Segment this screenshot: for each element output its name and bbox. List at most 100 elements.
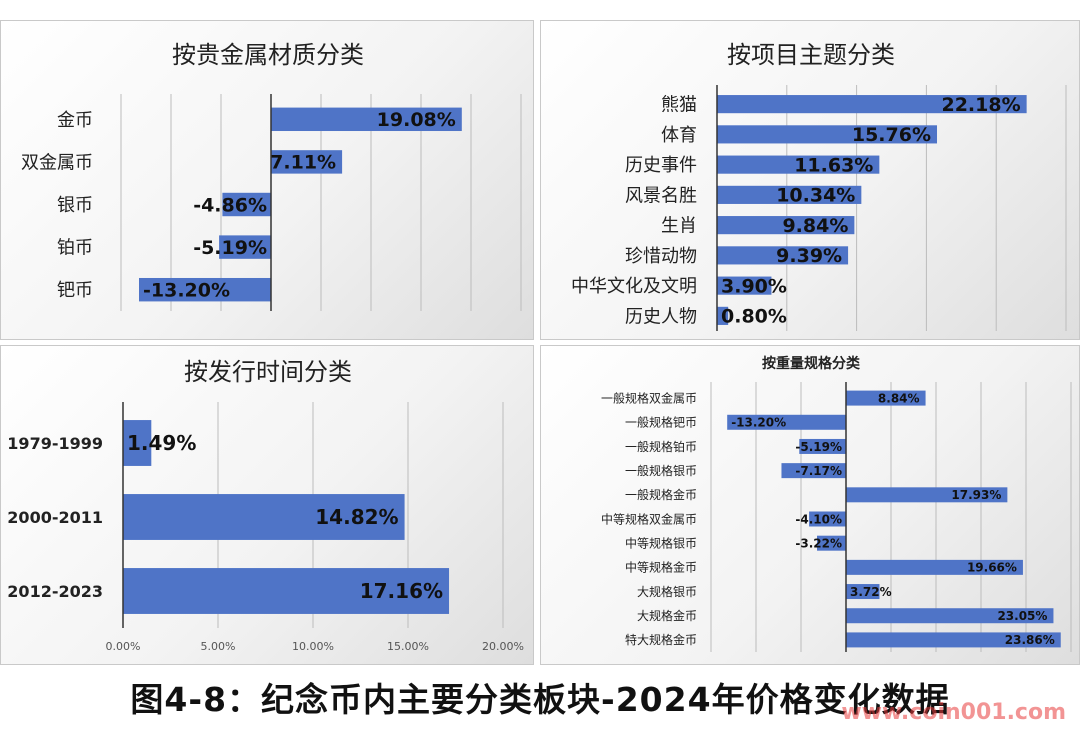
bar [846, 487, 1008, 503]
data-label: 11.63% [794, 154, 873, 176]
data-label: -3.22% [795, 537, 842, 551]
category-label: 中等规格双金属币 [601, 511, 697, 526]
bar [123, 568, 450, 614]
x-tick-label: 5.00% [201, 640, 236, 653]
bar [717, 306, 729, 325]
category-label: 中等规格金币 [625, 560, 697, 575]
data-label: 9.84% [782, 215, 848, 237]
category-label: 中等规格银币 [625, 536, 697, 551]
category-label: 1979-1999 [7, 434, 103, 453]
bar [271, 150, 343, 174]
bar [219, 235, 271, 259]
category-label: 大规格金币 [637, 608, 697, 623]
data-label: -7.17% [795, 464, 842, 478]
bar [717, 155, 880, 174]
issue-time-chart-svg: 按发行时间分类 0.00% 5.00% 10.00% 15.00% 20.00% 1979-… [7, 358, 524, 653]
data-label: 17.93% [951, 488, 1001, 502]
category-label: 一般规格铂币 [625, 439, 697, 454]
bar [271, 107, 462, 132]
bar [123, 494, 405, 540]
bar [717, 276, 772, 295]
category-label: 一般规格银币 [625, 463, 697, 478]
data-label: 9.39% [776, 245, 842, 267]
chart-title: 按贵金属材质分类 [172, 41, 364, 69]
figure-caption: 图4-8：纪念币内主要分类板块-2024年价格变化数据 [130, 680, 950, 719]
data-label: 8.84% [878, 391, 920, 405]
bar [717, 95, 1027, 114]
data-label: 23.86% [1005, 633, 1055, 647]
bar [781, 463, 846, 479]
data-label: 10.34% [776, 185, 855, 207]
category-label: 风景名胜 [625, 185, 697, 206]
category-label: 铂币 [57, 238, 93, 259]
category-label: 一般规格双金属币 [601, 390, 697, 405]
x-tick-label: 0.00% [106, 640, 141, 653]
category-label: 银币 [57, 195, 93, 216]
x-tick-label: 15.00% [387, 640, 429, 653]
bar [717, 216, 855, 235]
bar [139, 277, 271, 302]
x-tick-label: 20.00% [482, 640, 524, 653]
data-label: 15.76% [852, 124, 931, 146]
category-label: 中华文化及文明 [571, 276, 697, 297]
data-label: 14.82% [315, 505, 398, 529]
data-label: -4.10% [795, 512, 842, 526]
category-label: 历史人物 [625, 306, 697, 327]
chart-panel-weight: 按重量规格分类一般规格双金属币 8.84% 一般规格钯币 -13.20% 一般规格铂币 -… [540, 345, 1080, 665]
chart-panel-issue-time: 按发行时间分类 0.00% 5.00% 10.00% 15.00% 20.00% 1979-… [0, 345, 534, 665]
chart-panel-theme: 按项目主题分类熊猫 22.18% 体育 15.76% 历史事件 11.63% 风景名胜 10.… [540, 20, 1080, 340]
data-label: -13.20% [143, 280, 230, 302]
data-label: -13.20% [731, 416, 786, 430]
category-label: 2012-2023 [7, 582, 103, 601]
category-label: 历史事件 [625, 155, 697, 176]
category-label: 体育 [661, 125, 697, 146]
data-label: -5.19% [795, 440, 842, 454]
category-label: 2000-2011 [7, 508, 103, 527]
data-label: -4.86% [193, 194, 267, 216]
data-label: 0.80% [721, 306, 787, 328]
bar [846, 390, 926, 406]
category-label: 金币 [57, 110, 93, 131]
data-label: 3.90% [721, 275, 787, 297]
data-label: 1.49% [127, 431, 196, 455]
bar [809, 511, 846, 527]
bar [817, 535, 846, 551]
watermark: www.coin001.com [841, 700, 1066, 725]
chart-title: 按项目主题分类 [727, 41, 895, 69]
chart-title: 按重量规格分类 [762, 355, 861, 372]
data-label: 19.08% [377, 109, 456, 131]
bar [717, 246, 849, 265]
category-label: 特大规格金币 [625, 632, 697, 647]
data-label: 17.16% [360, 579, 443, 603]
data-label: -5.19% [193, 237, 267, 259]
category-label: 双金属币 [21, 152, 93, 173]
category-label: 一般规格金币 [625, 487, 697, 502]
bar [123, 420, 152, 466]
bar [846, 632, 1061, 648]
category-label: 生肖 [661, 216, 697, 237]
bar [846, 584, 880, 600]
chart-title: 按发行时间分类 [184, 358, 352, 386]
bar [727, 414, 846, 430]
bar [717, 185, 862, 204]
category-label: 钯币 [57, 280, 93, 301]
data-label: 22.18% [941, 94, 1020, 116]
bar [717, 125, 938, 144]
category-label: 一般规格钯币 [625, 415, 697, 430]
data-label: 19.66% [967, 561, 1017, 575]
category-label: 大规格银币 [637, 584, 697, 599]
bar [846, 559, 1023, 575]
x-tick-label: 10.00% [292, 640, 334, 653]
bar [799, 438, 846, 454]
bar [846, 608, 1054, 624]
category-label: 熊猫 [661, 95, 697, 116]
bar [222, 192, 271, 217]
data-label: 7.11% [270, 152, 336, 174]
data-label: 3.72% [850, 585, 892, 599]
chart-panel-material: 按贵金属材质分类金币 19.08% 双金属币 7.11% 银币 -4.86% 铂币 -5.19… [0, 20, 534, 340]
category-label: 珍惜动物 [625, 246, 697, 267]
data-label: 23.05% [997, 609, 1047, 623]
